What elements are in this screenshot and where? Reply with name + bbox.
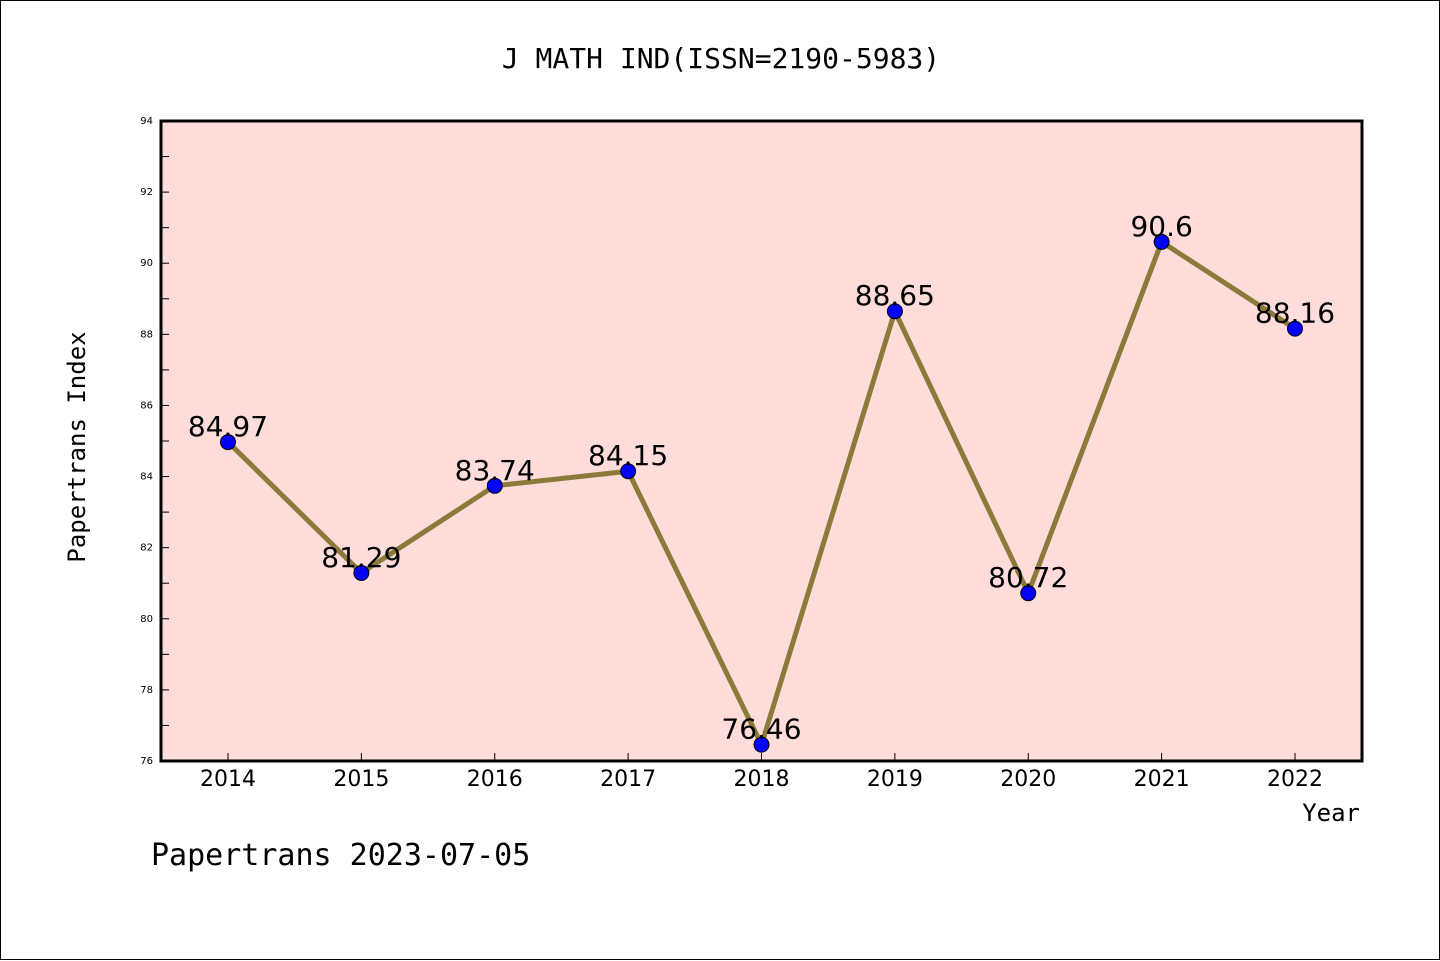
data-label: 90.6 [1130, 210, 1192, 243]
y-tick-label: 88 [140, 329, 153, 340]
y-tick-label: 90 [140, 258, 153, 269]
data-label: 83.74 [455, 454, 535, 487]
data-label: 88.65 [855, 279, 935, 312]
data-point-marker [620, 463, 637, 480]
y-tick-label: 76 [140, 756, 153, 767]
data-point-marker [1153, 233, 1170, 250]
x-tick-label: 2014 [200, 767, 256, 792]
data-label: 76.46 [721, 713, 801, 746]
x-tick-label: 2021 [1134, 767, 1190, 792]
data-points [220, 233, 1303, 753]
y-tick-label: 78 [140, 685, 153, 696]
data-point-marker [886, 303, 903, 320]
data-label: 81.29 [321, 541, 401, 574]
x-tick-label: 2016 [467, 767, 523, 792]
data-point-marker [220, 434, 236, 451]
x-axis: 2014 2015 2016 2017 2018 2019 2020 2021 2022 [200, 753, 1323, 792]
data-labels: 84.97 81.29 83.74 84.15 76.46 88.65 80.72 90.6 8… [188, 210, 1335, 746]
y-tick-label: 92 [140, 187, 153, 198]
chart-title: J MATH IND(ISSN=2190-5983) [502, 42, 940, 75]
data-point-marker [1287, 320, 1303, 337]
y-tick-label: 82 [140, 543, 153, 554]
data-point-marker [1020, 585, 1037, 602]
x-tick-label: 2015 [333, 767, 389, 792]
x-tick-label: 2022 [1267, 767, 1323, 792]
y-axis: 76 78 80 82 84 86 88 90 92 94 [140, 116, 169, 767]
y-tick-label: 84 [140, 472, 153, 483]
y-tick-label: 94 [140, 116, 153, 127]
plot-area [159, 119, 1364, 763]
x-tick-label: 2019 [867, 767, 923, 792]
x-axis-label: Year [1302, 799, 1360, 827]
footer-credit: Papertrans 2023-07-05 [151, 838, 530, 873]
data-label: 84.97 [188, 410, 268, 443]
data-label: 88.16 [1255, 297, 1335, 330]
data-label: 80.72 [988, 561, 1068, 594]
y-tick-label: 86 [140, 400, 153, 411]
data-point-marker [486, 477, 503, 494]
x-tick-label: 2020 [1000, 767, 1056, 792]
y-axis-label: Papertrans Index [63, 331, 91, 562]
data-point-marker [353, 564, 370, 581]
data-point-marker [753, 736, 770, 753]
y-tick-label: 80 [140, 614, 153, 625]
data-label: 84.15 [588, 439, 668, 472]
x-tick-label: 2018 [734, 767, 790, 792]
x-tick-label: 2017 [600, 767, 656, 792]
